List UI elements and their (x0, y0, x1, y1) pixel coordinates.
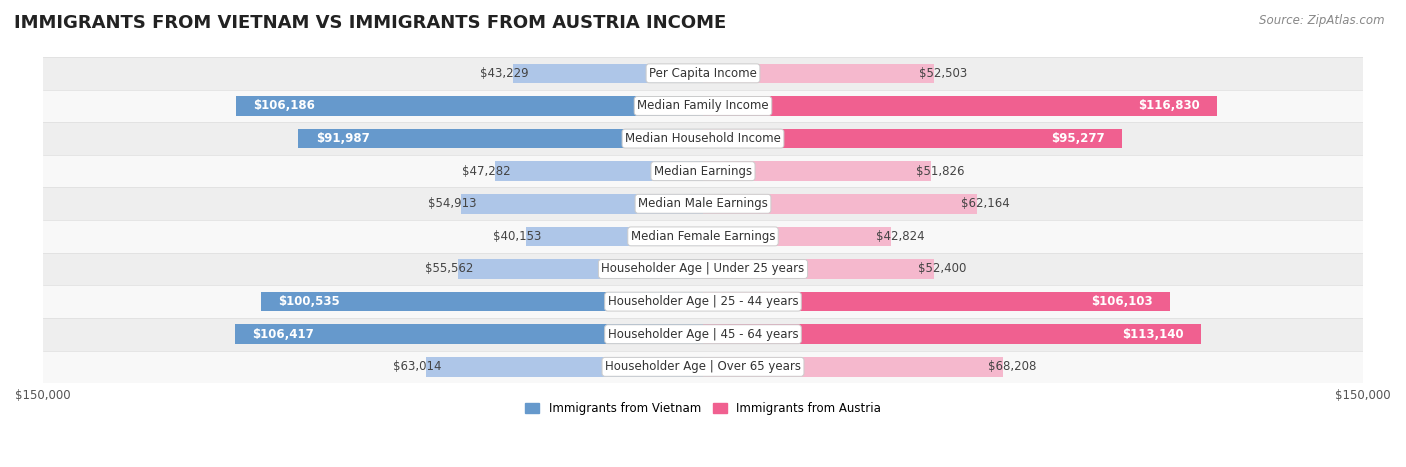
Text: $63,014: $63,014 (392, 361, 441, 373)
Bar (235, 325, 703, 344)
Text: Householder Age | Under 25 years: Householder Age | Under 25 years (602, 262, 804, 276)
Text: $40,153: $40,153 (494, 230, 541, 243)
Bar (703, 194, 977, 213)
Text: Householder Age | Over 65 years: Householder Age | Over 65 years (605, 361, 801, 373)
Text: $100,535: $100,535 (278, 295, 340, 308)
Text: Median Household Income: Median Household Income (626, 132, 780, 145)
Text: $106,103: $106,103 (1091, 295, 1153, 308)
Text: $95,277: $95,277 (1052, 132, 1105, 145)
Bar (703, 259, 934, 279)
Bar (461, 194, 703, 213)
Bar (42, 122, 1364, 155)
Text: Median Male Earnings: Median Male Earnings (638, 197, 768, 210)
Bar (298, 129, 703, 149)
Text: Householder Age | 25 - 44 years: Householder Age | 25 - 44 years (607, 295, 799, 308)
Legend: Immigrants from Vietnam, Immigrants from Austria: Immigrants from Vietnam, Immigrants from… (520, 397, 886, 420)
Text: Median Family Income: Median Family Income (637, 99, 769, 113)
Text: $47,282: $47,282 (461, 165, 510, 177)
Bar (42, 285, 1364, 318)
Bar (458, 259, 703, 279)
Text: $55,562: $55,562 (426, 262, 474, 276)
Text: $91,987: $91,987 (316, 132, 370, 145)
Bar (495, 162, 703, 181)
Bar (42, 90, 1364, 122)
Bar (426, 357, 703, 376)
Bar (42, 220, 1364, 253)
Bar (703, 226, 891, 246)
Bar (260, 292, 703, 311)
Bar (703, 357, 1004, 376)
Text: $54,913: $54,913 (429, 197, 477, 210)
Bar (703, 325, 1201, 344)
Bar (526, 226, 703, 246)
Bar (42, 155, 1364, 187)
Bar (703, 96, 1218, 116)
Text: IMMIGRANTS FROM VIETNAM VS IMMIGRANTS FROM AUSTRIA INCOME: IMMIGRANTS FROM VIETNAM VS IMMIGRANTS FR… (14, 14, 727, 32)
Text: $62,164: $62,164 (962, 197, 1010, 210)
Text: $52,503: $52,503 (918, 67, 967, 80)
Bar (42, 187, 1364, 220)
Bar (703, 162, 931, 181)
Text: Per Capita Income: Per Capita Income (650, 67, 756, 80)
Text: $51,826: $51,826 (915, 165, 965, 177)
Text: $106,186: $106,186 (253, 99, 315, 113)
Text: $43,229: $43,229 (479, 67, 529, 80)
Text: $42,824: $42,824 (876, 230, 925, 243)
Text: $116,830: $116,830 (1137, 99, 1199, 113)
Text: Median Earnings: Median Earnings (654, 165, 752, 177)
Bar (513, 64, 703, 83)
Text: $106,417: $106,417 (252, 328, 314, 341)
Text: Source: ZipAtlas.com: Source: ZipAtlas.com (1260, 14, 1385, 27)
Text: Median Female Earnings: Median Female Earnings (631, 230, 775, 243)
Bar (42, 253, 1364, 285)
Bar (42, 318, 1364, 351)
Bar (42, 351, 1364, 383)
Text: $68,208: $68,208 (988, 361, 1036, 373)
Bar (703, 129, 1122, 149)
Bar (42, 57, 1364, 90)
Text: $52,400: $52,400 (918, 262, 966, 276)
Bar (703, 292, 1170, 311)
Text: $113,140: $113,140 (1122, 328, 1184, 341)
Bar (703, 64, 934, 83)
Bar (236, 96, 703, 116)
Text: Householder Age | 45 - 64 years: Householder Age | 45 - 64 years (607, 328, 799, 341)
